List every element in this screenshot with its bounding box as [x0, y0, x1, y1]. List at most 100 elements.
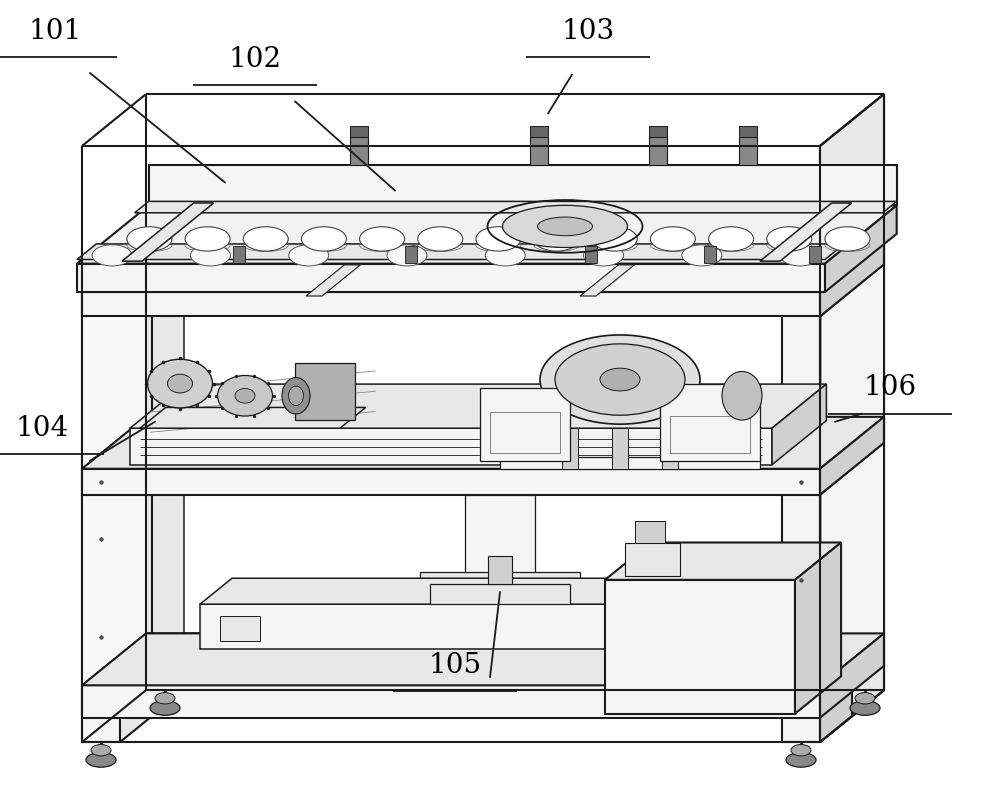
Ellipse shape [767, 227, 812, 251]
Ellipse shape [288, 386, 304, 406]
Polygon shape [809, 246, 821, 263]
Ellipse shape [168, 375, 192, 393]
Ellipse shape [592, 227, 637, 251]
Polygon shape [846, 240, 884, 690]
Ellipse shape [289, 245, 329, 266]
Polygon shape [500, 457, 760, 469]
Polygon shape [306, 265, 360, 296]
Polygon shape [820, 633, 884, 718]
Ellipse shape [855, 693, 875, 704]
Text: 106: 106 [863, 375, 917, 401]
Polygon shape [350, 126, 368, 136]
Polygon shape [200, 578, 734, 604]
Polygon shape [405, 246, 417, 263]
Polygon shape [820, 417, 884, 495]
Polygon shape [82, 292, 120, 742]
Polygon shape [605, 543, 841, 580]
Text: 103: 103 [561, 18, 615, 45]
Polygon shape [612, 428, 628, 469]
Polygon shape [233, 246, 245, 263]
Polygon shape [77, 244, 844, 260]
Ellipse shape [127, 227, 172, 251]
Polygon shape [702, 578, 734, 649]
Polygon shape [782, 292, 820, 742]
Polygon shape [662, 428, 678, 469]
Polygon shape [562, 428, 578, 469]
Ellipse shape [86, 753, 116, 767]
Ellipse shape [650, 227, 695, 251]
Ellipse shape [387, 245, 427, 266]
Polygon shape [480, 388, 570, 461]
Polygon shape [82, 685, 820, 718]
Polygon shape [772, 384, 826, 465]
Polygon shape [350, 136, 368, 165]
Ellipse shape [555, 344, 685, 415]
Ellipse shape [485, 245, 525, 266]
Polygon shape [820, 94, 884, 742]
Ellipse shape [540, 335, 700, 424]
Ellipse shape [825, 227, 870, 251]
Ellipse shape [91, 744, 111, 756]
Ellipse shape [190, 245, 230, 266]
Ellipse shape [155, 693, 175, 704]
Polygon shape [820, 94, 884, 742]
Ellipse shape [476, 227, 521, 251]
Ellipse shape [185, 227, 230, 251]
Polygon shape [140, 407, 366, 428]
Polygon shape [795, 543, 841, 714]
Polygon shape [82, 292, 820, 316]
Polygon shape [488, 556, 512, 584]
Ellipse shape [92, 245, 132, 266]
Polygon shape [739, 126, 757, 136]
Polygon shape [82, 264, 146, 469]
Polygon shape [295, 363, 355, 420]
Polygon shape [825, 205, 897, 292]
Ellipse shape [534, 227, 579, 251]
Polygon shape [585, 246, 597, 263]
Polygon shape [82, 443, 146, 685]
Polygon shape [625, 543, 680, 576]
Polygon shape [82, 417, 884, 469]
Ellipse shape [786, 753, 816, 767]
Polygon shape [530, 136, 548, 165]
Polygon shape [77, 264, 825, 292]
Polygon shape [821, 264, 884, 469]
Polygon shape [146, 240, 184, 690]
Ellipse shape [148, 359, 212, 408]
Text: 105: 105 [428, 652, 482, 679]
Polygon shape [130, 428, 772, 465]
Polygon shape [146, 633, 884, 666]
Text: 104: 104 [15, 415, 69, 442]
Ellipse shape [600, 368, 640, 391]
Text: 102: 102 [228, 46, 282, 73]
Polygon shape [77, 205, 897, 264]
Polygon shape [135, 201, 897, 212]
Ellipse shape [538, 217, 592, 236]
Text: 101: 101 [28, 18, 82, 45]
Ellipse shape [418, 227, 463, 251]
Polygon shape [739, 136, 757, 165]
Ellipse shape [780, 245, 820, 266]
Ellipse shape [503, 205, 628, 247]
Ellipse shape [243, 227, 288, 251]
Polygon shape [649, 126, 667, 136]
Polygon shape [430, 584, 570, 604]
Ellipse shape [722, 371, 762, 420]
Polygon shape [580, 265, 634, 296]
Ellipse shape [150, 701, 180, 715]
Ellipse shape [301, 227, 346, 251]
Polygon shape [200, 604, 702, 649]
Ellipse shape [360, 227, 405, 251]
Polygon shape [820, 266, 852, 742]
Polygon shape [220, 616, 260, 641]
Polygon shape [465, 495, 535, 584]
Polygon shape [130, 384, 826, 428]
Polygon shape [605, 580, 795, 714]
Ellipse shape [850, 701, 880, 715]
Polygon shape [821, 443, 884, 685]
Ellipse shape [584, 245, 624, 266]
Polygon shape [635, 521, 665, 543]
Polygon shape [149, 165, 897, 205]
Ellipse shape [218, 375, 272, 416]
Polygon shape [530, 126, 548, 136]
